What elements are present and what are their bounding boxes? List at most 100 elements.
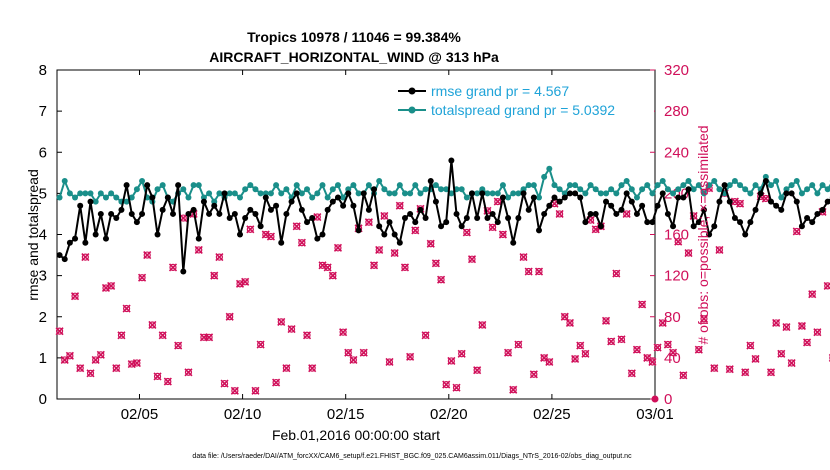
obs-count-point	[333, 243, 343, 252]
obs-marker-ring	[184, 368, 193, 376]
obs-marker-ring	[736, 200, 744, 208]
rmse-point	[675, 194, 682, 201]
obs-count-point	[648, 357, 657, 367]
totalspread-point	[597, 190, 604, 197]
totalspread-point	[489, 190, 496, 197]
obs-marker-ring	[329, 272, 337, 280]
obs-marker-ring	[391, 249, 399, 257]
totalspread-point	[618, 182, 625, 189]
totalspread-point	[66, 190, 73, 197]
rmse-point	[381, 231, 388, 238]
totalspread-point	[216, 190, 223, 197]
rmse-point	[278, 239, 285, 246]
rmse-point	[814, 210, 821, 217]
totalspread-point	[551, 182, 558, 189]
obs-count-point	[117, 331, 126, 340]
totalspread-point	[520, 186, 527, 193]
obs-marker-ring	[489, 223, 497, 231]
obs-marker-ring	[684, 249, 693, 257]
obs-count-point	[385, 357, 394, 367]
totalspread-point	[809, 182, 816, 189]
obs-count-point	[431, 259, 440, 268]
totalspread-point	[716, 186, 723, 193]
obs-marker-ring	[174, 341, 182, 350]
obs-marker-ring	[638, 300, 646, 309]
totalspread-point	[680, 182, 687, 189]
totalspread-point	[824, 186, 830, 193]
obs-marker-ring	[421, 331, 430, 339]
rmse-point	[200, 198, 207, 205]
obs-marker-ring	[581, 350, 590, 358]
obs-count-point	[308, 364, 317, 373]
obs-marker-ring	[159, 331, 167, 339]
obs-count-point	[447, 356, 456, 366]
obs-count-point	[545, 357, 554, 367]
obs-marker-ring	[210, 272, 218, 280]
totalspread-point	[670, 190, 677, 197]
obs-marker-ring	[695, 346, 703, 354]
rmse-point	[412, 219, 419, 226]
rmse-point	[226, 215, 233, 222]
totalspread-point	[479, 186, 486, 193]
rmse-point	[804, 215, 811, 222]
obs-count-point	[668, 348, 678, 357]
rmse-point	[345, 190, 352, 197]
totalspread-point	[97, 190, 104, 197]
obs-count-point	[400, 263, 410, 272]
obs-count-point	[436, 275, 446, 284]
rmse-point	[592, 210, 599, 217]
obs-marker-ring	[571, 355, 579, 363]
obs-marker-ring	[602, 317, 610, 325]
obs-count-point	[210, 271, 219, 280]
totalspread-point	[200, 194, 207, 201]
obs-count-point	[86, 369, 95, 378]
totalspread-point	[180, 186, 187, 193]
obs-marker-ring	[401, 263, 409, 271]
totalspread-point	[819, 182, 826, 189]
rmse-point	[747, 219, 754, 226]
obs-marker-ring	[164, 377, 172, 386]
legend-rmse-marker	[408, 87, 416, 95]
obs-marker-ring	[246, 225, 254, 233]
totalspread-point	[572, 182, 579, 189]
rmse-point	[453, 210, 460, 217]
data-file-footer: data file: /Users/raeder/DAI/ATM_forcXX/…	[192, 453, 632, 460]
rmse-point	[695, 219, 702, 226]
totalspread-point	[804, 186, 811, 193]
obs-count-point	[777, 349, 786, 358]
rmse-point	[762, 178, 769, 185]
x-tick-label: 02/20	[430, 406, 468, 423]
obs-count-point	[302, 331, 312, 340]
obs-count-point	[349, 355, 358, 364]
totalspread-point	[396, 182, 403, 189]
rmse-point	[432, 198, 439, 205]
obs-count-point	[132, 358, 141, 368]
y-tick-label: 6	[39, 144, 47, 161]
y2-tick-label: 160	[664, 227, 689, 244]
obs-marker-ring	[659, 319, 667, 327]
totalspread-point	[767, 182, 774, 189]
obs-count-point	[70, 292, 80, 301]
totalspread-point	[628, 186, 635, 193]
totalspread-point	[293, 182, 300, 189]
totalspread-point	[386, 190, 393, 197]
totalspread-point	[154, 186, 161, 193]
totalspread-point	[381, 186, 388, 193]
obs-marker-ring	[55, 327, 64, 335]
totalspread-point	[438, 186, 445, 193]
obs-marker-ring	[746, 341, 754, 350]
obs-marker-ring	[509, 386, 517, 394]
totalspread-point	[711, 178, 718, 185]
rmse-point	[608, 202, 615, 209]
totalspread-point	[417, 190, 424, 197]
totalspread-point	[123, 198, 130, 205]
obs-marker-ring	[535, 267, 543, 276]
totalspread-point	[247, 182, 254, 189]
totalspread-point	[324, 194, 331, 201]
obs-marker-ring	[452, 384, 461, 392]
rmse-point	[566, 190, 573, 197]
rmse-point	[572, 190, 579, 197]
obs-marker-ring	[607, 337, 615, 346]
rmse-point	[422, 215, 429, 222]
totalspread-point	[731, 178, 738, 185]
